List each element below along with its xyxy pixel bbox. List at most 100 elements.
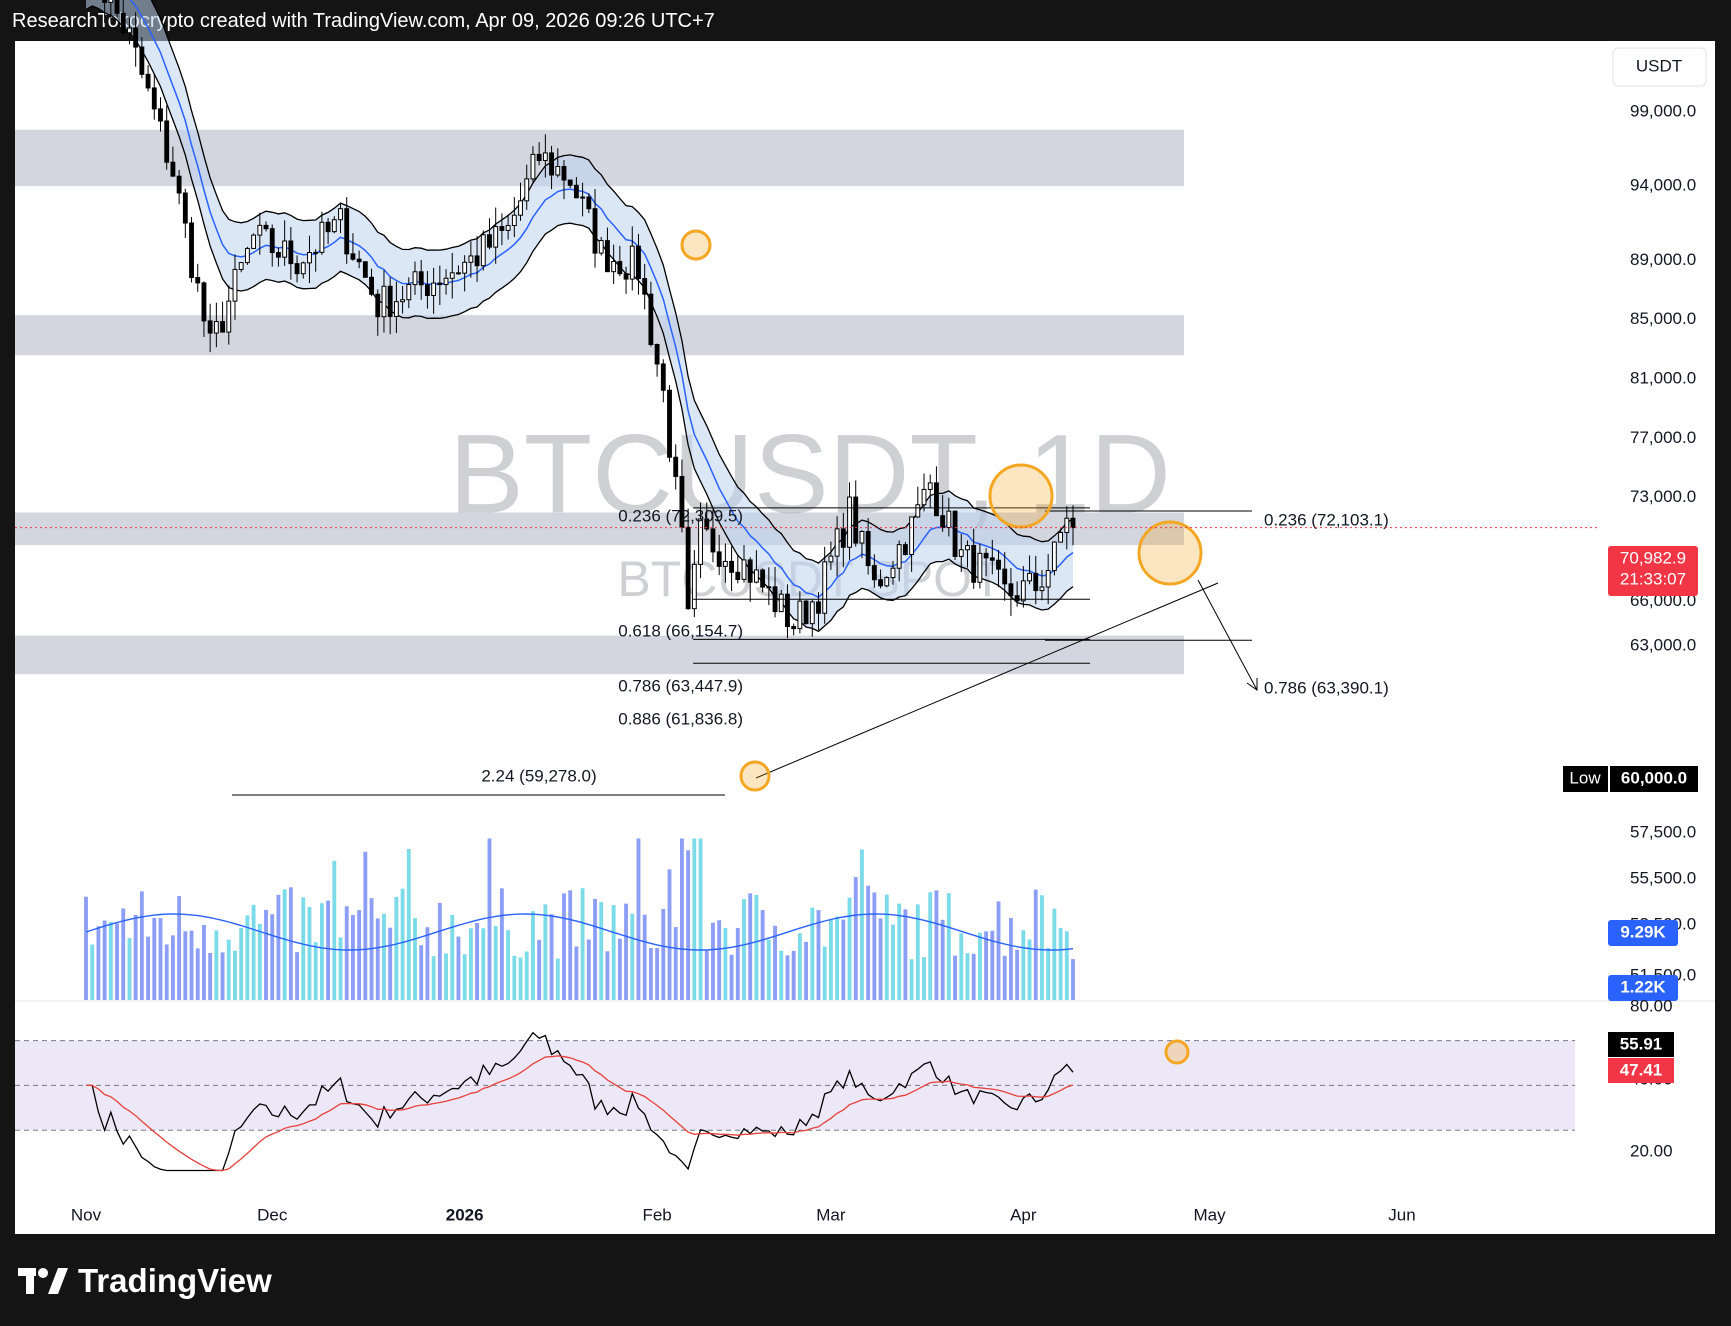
watermark-main: BTCUSDT, 1D [449,412,1171,537]
volume-bar [977,932,982,1000]
volume-bar [984,931,989,1000]
volume-bar [319,903,324,1000]
candle-body [456,272,461,275]
candle-body [127,27,132,34]
candle-body [480,234,486,267]
volume-bar [1033,889,1038,1000]
candle-body [536,153,542,161]
volume-bar [506,930,511,1000]
rsi-ma-value: 47.41 [1620,1060,1663,1079]
candle-body [859,531,865,544]
rsi-value: 55.91 [1620,1034,1663,1053]
candle-body [294,263,300,275]
rsi-line [86,1031,1074,1172]
volume-bar [543,904,548,1000]
volume-bar [593,898,597,1000]
price-axis-label: 63,000.0 [1630,635,1696,654]
candle-body [654,344,660,365]
volume-bar [338,937,343,1000]
candle-body [313,251,319,254]
volume-bar [797,933,802,1000]
candle-body [598,240,604,254]
candle-body [232,268,238,302]
candle-body [946,510,952,529]
candle-body [350,253,356,260]
candle-body [729,560,735,573]
volume-bar [332,860,337,1000]
candle-body [1014,595,1020,602]
volume-bar [866,885,871,1000]
candle-body [412,271,418,286]
candle-body [573,184,579,199]
volume-bar [195,948,200,1000]
volume-bar [748,893,753,1000]
volume-bar [406,849,411,1000]
candle-body [282,240,288,258]
candle-body [176,175,182,194]
candle-body [890,567,896,579]
fib-label: 0.886 (61,836.8) [618,709,743,728]
volume-bar [1040,895,1044,1000]
price-axis-label: 55,500.0 [1630,868,1696,887]
volume-bar [946,893,951,1000]
volume-bar [133,915,138,1000]
volume-bar [884,894,889,1000]
volume-bar [431,956,436,1000]
candle-body [853,496,859,544]
volume-bar [245,915,250,1000]
volume-bar [1064,931,1069,1000]
candle-body [722,560,728,567]
candle-body [1058,531,1064,543]
volume-bar [487,838,492,1000]
candle-body [195,277,201,284]
volume-bar [562,893,566,1000]
fib-label: 2.24 (59,278.0) [481,766,596,785]
candle-body [735,571,741,580]
fib-label: 0.618 (66,154.7) [618,621,743,640]
volume-bar [555,958,560,1000]
candle-body [1051,541,1057,572]
fib-label: 0.786 (63,447.9) [618,676,743,695]
candle-body [164,120,170,163]
volume-bar [835,916,840,1000]
projection-arrow-head [1246,678,1258,691]
volume-bar [996,901,1001,1000]
last-price-countdown: 21:33:07 [1620,569,1686,588]
volume-bar [785,955,790,1000]
volume-bar [779,950,784,1000]
volume-bar [667,869,672,1000]
candle-body [567,179,573,186]
candle-body [785,593,790,628]
volume-bar [170,935,175,1000]
candle-body [1008,583,1014,597]
volume-bar [499,888,504,1000]
candle-body [983,552,989,559]
candle-body [629,245,635,280]
volume-bar [648,947,653,1000]
volume-bar [1009,918,1013,1000]
highlight-circle [988,463,1054,529]
candle-body [828,555,834,563]
volume-bar [158,918,163,1000]
candle-body [201,282,207,322]
volume-bar [121,908,126,1000]
volume-bar [127,938,132,1000]
candle-body [108,0,114,3]
volume-bar [413,918,417,1000]
volume-bar [599,902,604,1000]
candle-body [151,87,157,110]
candle-body [114,0,120,14]
volume-bar [475,922,479,1000]
volume-bar [729,954,734,1000]
highlight-circle [1137,520,1203,586]
volume-bar [630,913,635,1000]
rsi-axis-label: 80.00 [1630,996,1673,1015]
volume-bar [878,918,883,1000]
volume-bar [698,838,703,1000]
candle-body [381,285,387,318]
volume-bar [84,896,88,1000]
volume-bar [990,930,995,1000]
volume-bar [139,891,144,1000]
volume-bar [934,890,939,1000]
